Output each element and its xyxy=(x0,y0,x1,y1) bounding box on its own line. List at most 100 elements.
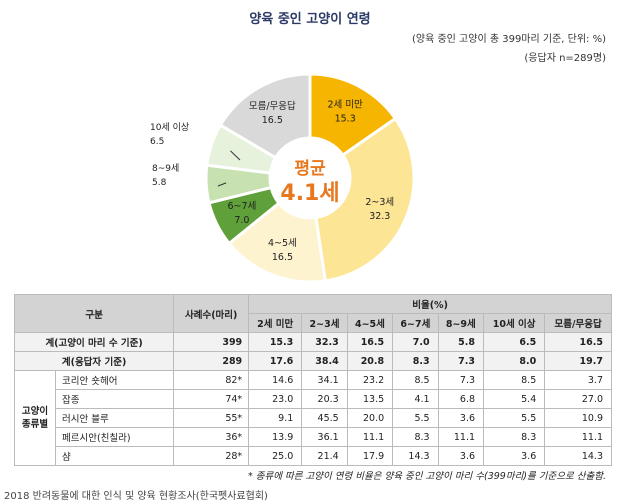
value-cell: 14.3 xyxy=(544,446,612,466)
pie-slice xyxy=(227,201,328,284)
value-cell: 3.6 xyxy=(437,408,485,428)
value-cell: 3.7 xyxy=(544,370,612,390)
value-cell: 38.4 xyxy=(301,351,348,371)
footnote: * 종류에 따른 고양이 연령 비율은 양육 중인 고양이 마리 수(399마리… xyxy=(248,471,606,482)
table-row: 페르시안(친칠라) 36* 13.9 36.1 11.1 8.3 11.1 8.3 11.1 xyxy=(15,427,612,447)
pie-slice xyxy=(314,116,416,283)
value-cell: 20.0 xyxy=(346,408,394,428)
count-cell: 55* xyxy=(173,408,250,428)
respondent-count: (응답자 n=289명) xyxy=(524,53,606,64)
value-cell: 8.3 xyxy=(483,427,546,447)
row-label: 잡종 xyxy=(54,389,175,409)
value-cell: 13.5 xyxy=(346,389,394,409)
count-cell: 399 xyxy=(173,332,250,352)
count-cell: 36* xyxy=(173,427,250,447)
table-row: 고양이 종류별 코리안 숏헤어 82* 14.6 34.1 23.2 8.5 7.3 8.5 3.… xyxy=(14,370,612,466)
slice-label: 2~3세 xyxy=(365,197,394,208)
value-cell: 8.3 xyxy=(392,427,439,447)
value-cell: 25.0 xyxy=(248,446,303,466)
column-header: 4~5세 xyxy=(346,313,394,333)
value-cell: 17.9 xyxy=(346,446,394,466)
source-caption: 2018 반려동물에 대한 인식 및 양육 현황조사(한국펫사료협회) xyxy=(4,491,268,502)
center-average-label: 평균 xyxy=(294,159,326,179)
value-cell: 6.8 xyxy=(437,389,485,409)
chart-title: 양육 중인 고양이 연령 xyxy=(249,12,371,27)
count-cell: 28* xyxy=(173,446,250,466)
slice-label: 2세 미만 xyxy=(328,100,364,111)
pie-slice xyxy=(218,72,312,160)
group-label: 고양이 종류별 xyxy=(14,370,56,466)
center-average-value: 4.1세 xyxy=(280,181,339,206)
header-ratio: 비율(%) xyxy=(248,294,612,314)
table-row: 잡종 74* 23.0 20.3 13.5 4.1 6.8 5.4 27.0 xyxy=(15,389,612,409)
total-row: 계(고양이 마리 수 기준) 399 15.3 32.3 16.5 7.0 5.8 6.5 16… xyxy=(13,332,612,352)
column-header: 2세 미만 xyxy=(248,313,303,333)
value-cell: 15.3 xyxy=(248,332,303,352)
column-header: 8~9세 xyxy=(437,313,485,333)
value-cell: 7.3 xyxy=(437,370,485,390)
header-count: 사례수(마리) xyxy=(173,294,250,333)
value-cell: 7.3 xyxy=(437,351,485,371)
value-cell: 8.3 xyxy=(392,351,439,371)
slice-label: 4~5세 xyxy=(268,238,297,249)
value-cell: 6.5 xyxy=(483,332,546,352)
table-row: 러시안 블루 55* 9.1 45.5 20.0 5.5 3.6 5.5 10.9 xyxy=(15,408,612,428)
header-category: 구분 xyxy=(13,294,175,333)
value-cell: 11.1 xyxy=(346,427,394,447)
row-label: 페르시안(친칠라) xyxy=(54,427,175,447)
slice-label: 5.8 xyxy=(152,178,167,188)
value-cell: 16.5 xyxy=(544,332,612,352)
row-label: 계(응답자 기준) xyxy=(13,351,175,371)
row-label: 러시안 블루 xyxy=(54,408,175,428)
slice-label: 32.3 xyxy=(369,211,390,222)
value-cell: 20.3 xyxy=(301,389,348,409)
value-cell: 5.5 xyxy=(392,408,439,428)
value-cell: 23.2 xyxy=(346,370,394,390)
value-cell: 32.3 xyxy=(301,332,348,352)
slice-label: 7.0 xyxy=(234,215,249,226)
column-header: 10세 이상 xyxy=(483,313,546,333)
total-row: 계(응답자 기준) 289 17.6 38.4 20.8 8.3 7.3 8.0 19.7 xyxy=(13,351,612,371)
slice-label: 모름/무응답 xyxy=(249,100,296,112)
table-row: 샴 28* 25.0 21.4 17.9 14.3 3.6 3.6 14.3 xyxy=(15,446,612,466)
value-cell: 17.6 xyxy=(248,351,303,371)
slice-label: 8~9세 xyxy=(152,163,179,174)
value-cell: 45.5 xyxy=(301,408,348,428)
slice-label: 6.5 xyxy=(150,137,164,147)
value-cell: 23.0 xyxy=(248,389,303,409)
slice-label: 6~7세 xyxy=(228,201,257,212)
value-cell: 27.0 xyxy=(544,389,612,409)
count-cell: 82* xyxy=(173,370,250,390)
column-header: 모름/무응답 xyxy=(544,313,612,333)
value-cell: 14.6 xyxy=(248,370,303,390)
value-cell: 3.6 xyxy=(437,446,485,466)
slice-label: 15.3 xyxy=(335,114,356,125)
value-cell: 7.0 xyxy=(392,332,439,352)
slice-label: 10세 이상 xyxy=(150,122,189,133)
count-cell: 74* xyxy=(173,389,250,409)
value-cell: 8.5 xyxy=(392,370,439,390)
value-cell: 14.3 xyxy=(392,446,439,466)
value-cell: 5.8 xyxy=(437,332,485,352)
pie-chart: 2세 미만 15.3 2~3세 32.3 4~5세 16.5 6~7세 7.0 8~9세 5.8 1… xyxy=(150,72,416,284)
chart-subtitle: (양육 중인 고양이 총 399마리 기준, 단위: %) xyxy=(412,34,606,45)
value-cell: 8.0 xyxy=(483,351,546,371)
value-cell: 10.9 xyxy=(544,408,612,428)
slice-label: 16.5 xyxy=(262,115,283,126)
row-label: 계(고양이 마리 수 기준) xyxy=(13,332,175,352)
value-cell: 16.5 xyxy=(346,332,394,352)
value-cell: 9.1 xyxy=(248,408,303,428)
value-cell: 19.7 xyxy=(544,351,612,371)
column-header: 6~7세 xyxy=(392,313,439,333)
leader-line xyxy=(230,150,241,161)
leader-line xyxy=(217,182,227,187)
value-cell: 5.5 xyxy=(483,408,546,428)
count-cell: 289 xyxy=(173,351,250,371)
value-cell: 34.1 xyxy=(301,370,348,390)
value-cell: 11.1 xyxy=(544,427,612,447)
value-cell: 36.1 xyxy=(301,427,348,447)
row-label: 샴 xyxy=(54,446,175,466)
value-cell: 5.4 xyxy=(483,389,546,409)
value-cell: 4.1 xyxy=(392,389,439,409)
value-cell: 20.8 xyxy=(346,351,394,371)
